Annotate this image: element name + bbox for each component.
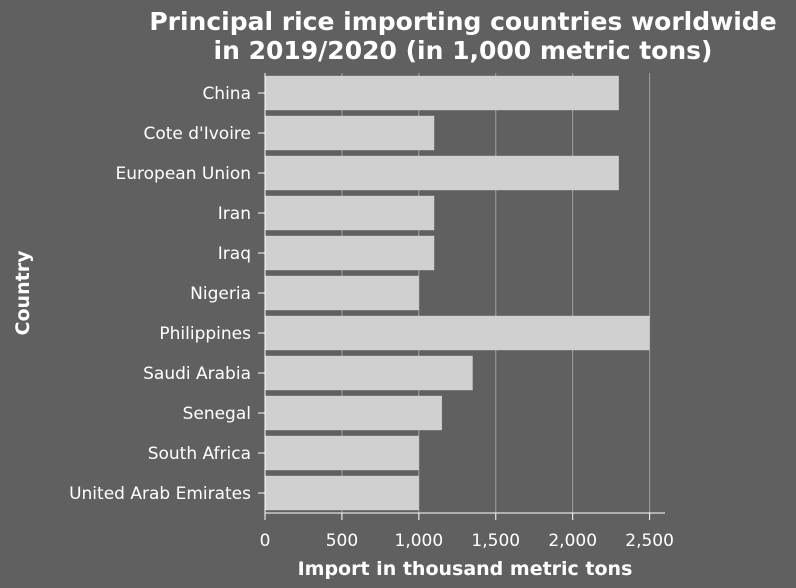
bar-4 (265, 235, 435, 271)
bar-9 (265, 435, 419, 471)
x-axis-label: Import in thousand metric tons (298, 558, 633, 580)
bar-3 (265, 195, 435, 231)
bar-2 (265, 155, 619, 191)
bar-10 (265, 475, 419, 511)
y-tick-label-2: European Union (116, 164, 252, 184)
y-tick-label-0: China (202, 84, 251, 104)
bar-8 (265, 395, 442, 431)
bar-7 (265, 355, 473, 391)
x-tick-label-1: 500 (326, 531, 358, 551)
bar-5 (265, 275, 419, 311)
bar-0 (265, 75, 619, 111)
chart-title-line-2: in 2019/2020 (in 1,000 metric tons) (214, 36, 713, 65)
y-tick-label-10: United Arab Emirates (69, 484, 251, 504)
y-tick-label-6: Philippines (159, 324, 251, 344)
chart-title-line-1: Principal rice importing countries world… (149, 7, 776, 36)
x-tick-label-2: 1,000 (395, 531, 444, 551)
x-tick-label-3: 1,500 (471, 531, 520, 551)
bar-6 (265, 315, 650, 351)
x-tick-label-5: 2,500 (625, 531, 674, 551)
plot-area: China Cote d'Ivoire European Union Iran Iraq… (69, 73, 674, 551)
y-axis-label: Country (12, 250, 34, 336)
x-tick-label-4: 2,000 (548, 531, 597, 551)
y-tick-label-3: Iran (218, 204, 251, 224)
y-tick-label-7: Saudi Arabia (143, 364, 251, 384)
y-tick-label-8: Senegal (183, 404, 251, 424)
y-tick-label-9: South Africa (148, 444, 251, 464)
x-tick-label-0: 0 (260, 531, 271, 551)
y-tick-label-5: Nigeria (190, 284, 251, 304)
y-tick-label-1: Cote d'Ivoire (143, 124, 251, 144)
y-tick-label-4: Iraq (218, 244, 251, 264)
bar-1 (265, 115, 435, 151)
